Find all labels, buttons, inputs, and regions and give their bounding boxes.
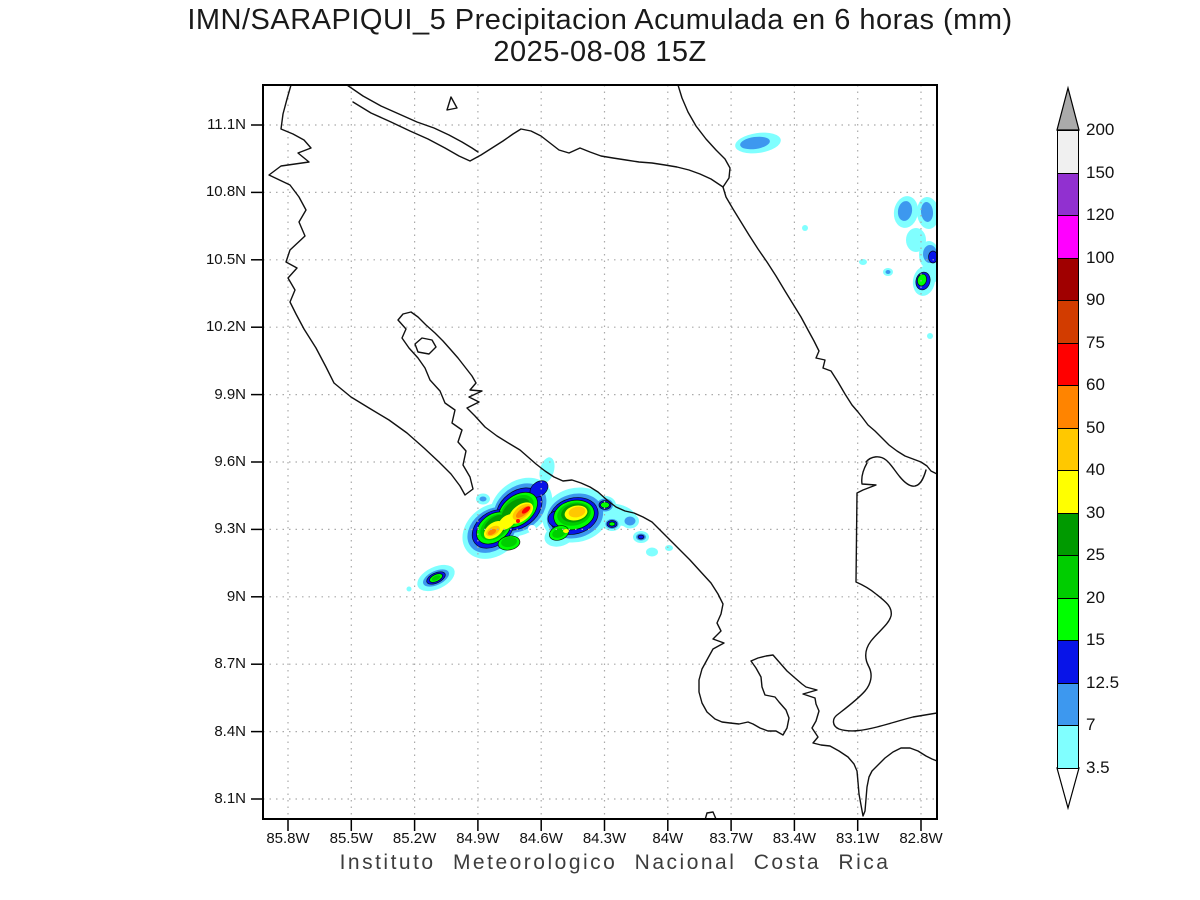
- y-axis-label: 10.5N: [205, 250, 246, 268]
- plot-subtitle-datetime: 2025-08-08 15Z: [493, 36, 707, 68]
- x-axis-label: 83.1W: [836, 830, 880, 847]
- colorbar-band: [1057, 130, 1079, 174]
- island-south: [704, 811, 717, 819]
- island-chira: [414, 337, 437, 355]
- colorbar-label: 7: [1086, 715, 1096, 735]
- colorbar-arrow-down: [1056, 767, 1080, 811]
- precip-hole: [528, 525, 536, 533]
- y-axis-label: 9N: [226, 587, 246, 605]
- coastline-caribbean: [677, 85, 937, 475]
- x-axis-label: 85.5W: [329, 830, 373, 847]
- lat-lon-grid: [263, 85, 937, 819]
- colorbar-label: 150: [1086, 162, 1115, 182]
- border-panama-and-lagoon: [832, 462, 937, 732]
- x-axis-label: 83.7W: [709, 830, 753, 847]
- axis-ticks: [251, 124, 922, 831]
- colorbar-band: [1057, 512, 1079, 557]
- colorbar-label: 75: [1086, 332, 1105, 352]
- coastline-lagoon-north: [865, 456, 927, 487]
- x-axis-label: 85.8W: [266, 830, 310, 847]
- coastline-lake-nicaragua: [346, 85, 479, 153]
- x-axis-label: 84.6W: [519, 830, 563, 847]
- colorbar-arrow-up: [1056, 85, 1080, 131]
- x-axis-label: 85.2W: [392, 830, 437, 847]
- colorbar-band: [1057, 172, 1079, 217]
- colorbar-label: 60: [1086, 375, 1105, 395]
- y-axis-label: 9.3N: [214, 520, 246, 538]
- x-axis-label: 82.8W: [899, 830, 943, 847]
- y-axis-label: 10.8N: [205, 183, 246, 201]
- x-axis-label: 84.3W: [582, 830, 627, 847]
- colorbar-label: 25: [1086, 545, 1105, 565]
- coastline-layer: [268, 85, 937, 819]
- colorbar-label: 40: [1086, 460, 1105, 480]
- y-axis-label: 11.1N: [207, 116, 246, 133]
- colorbar-label: 90: [1086, 290, 1105, 310]
- x-axis-label: 83.4W: [772, 830, 817, 847]
- colorbar-band: [1057, 385, 1079, 429]
- plot-title: IMN/SARAPIQUI_5 Precipitacion Acumulada …: [187, 4, 1013, 36]
- institution-caption: Instituto Meteorologico Nacional Costa R…: [339, 851, 891, 874]
- colorbar-label: 15: [1086, 630, 1105, 650]
- colorbar-band: [1057, 470, 1079, 514]
- coastline-pacific: [268, 85, 937, 817]
- colorbar-band: [1057, 640, 1079, 684]
- colorbar-band: [1057, 555, 1079, 599]
- border-nicaragua-sanjuan-river: [352, 101, 724, 188]
- x-axis-label: 84W: [652, 830, 684, 847]
- x-axis-label: 84.9W: [456, 830, 500, 847]
- colorbar-label: 12.5: [1086, 672, 1120, 692]
- y-axis-label: 9.9N: [214, 385, 246, 403]
- island-solentiname: [446, 96, 458, 111]
- colorbar-label: 50: [1086, 417, 1105, 437]
- y-axis-label: 9.6N: [214, 453, 246, 470]
- colorbar-band: [1057, 725, 1079, 769]
- colorbar-band: [1057, 427, 1079, 472]
- map-frame: [262, 84, 938, 820]
- y-axis-label: 8.7N: [214, 655, 246, 673]
- precip-level-15: [429, 273, 927, 583]
- colorbar-label: 3.5: [1086, 758, 1110, 777]
- precip-level-60: [516, 506, 531, 523]
- colorbar-band: [1057, 257, 1079, 302]
- y-axis-label: 8.1N: [214, 790, 246, 807]
- colorbar-band: [1057, 300, 1079, 344]
- colorbar-band: [1057, 597, 1079, 642]
- colorbar-label: 200: [1086, 120, 1115, 139]
- colorbar-label: 120: [1086, 205, 1115, 225]
- colorbar-band: [1057, 215, 1079, 259]
- colorbar-label: 30: [1086, 502, 1105, 522]
- y-axis-label: 10.2N: [205, 318, 246, 336]
- colorbar-label: 20: [1086, 587, 1105, 607]
- precipitation-shading: [406, 132, 937, 592]
- colorbar-label: 100: [1086, 247, 1115, 267]
- colorbar-band: [1057, 682, 1079, 727]
- colorbar-band: [1057, 342, 1079, 387]
- y-axis-label: 8.4N: [214, 722, 246, 740]
